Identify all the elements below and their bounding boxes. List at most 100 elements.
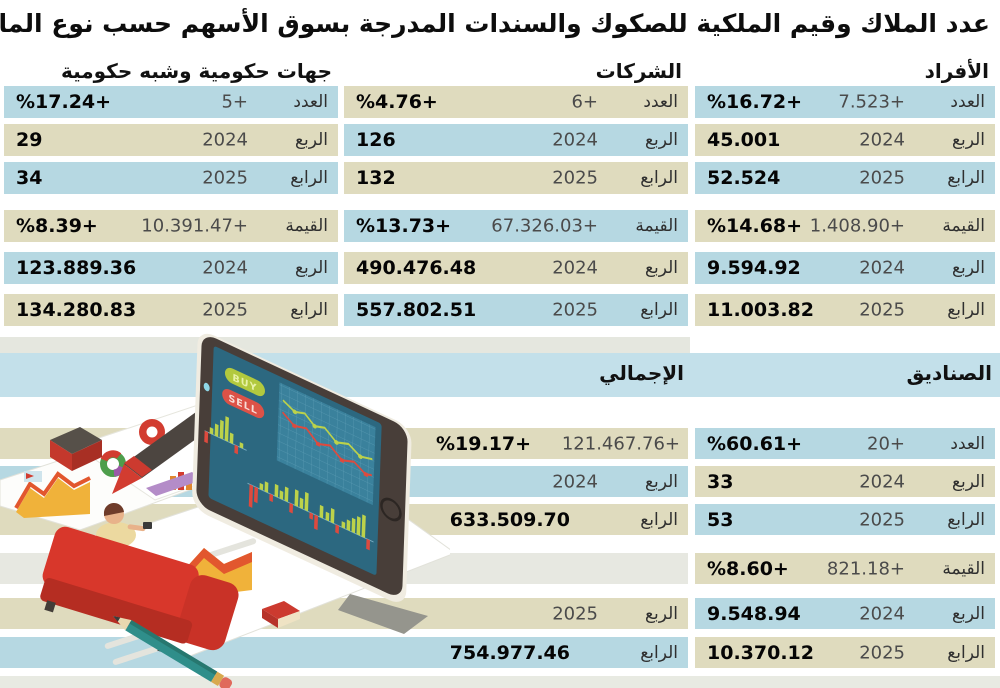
row-value: 45.001 [707, 129, 781, 151]
person-hair [103, 502, 124, 516]
table-row: الرابع 2025 557.802.51 [344, 294, 688, 326]
table-row: العدد 7.523+ %16.72+ [695, 86, 995, 118]
divider-stripe [0, 337, 690, 353]
volume-bars-graphic [204, 416, 374, 551]
row-label: الرابع [640, 168, 678, 188]
row-year: 2024 [859, 603, 905, 624]
row-pct: %13.73+ [356, 215, 452, 237]
table-row: الرابع 2025 34 [4, 162, 338, 194]
table-row: الرابع 2025 10.370.12 [695, 637, 995, 668]
table-row: القيمة 821.18+ %8.60+ [695, 553, 995, 584]
row-year: 2025 [202, 299, 248, 321]
row-pct: %17.24+ [16, 91, 112, 113]
row-year: 2024 [859, 129, 905, 151]
row-year: 2024 [202, 129, 248, 151]
row-pct: %4.76+ [356, 91, 438, 113]
table-row: القيمة 1.408.90+ %14.68+ [695, 210, 995, 242]
row-label: الرابع [290, 168, 328, 188]
row-change: 20+ [867, 433, 905, 454]
row-year: 2025 [552, 603, 598, 624]
table-row: العدد 6+ %4.76+ [344, 86, 688, 118]
marker-pen-graphic [112, 412, 214, 494]
remote-control [143, 522, 152, 529]
row-label: العدد [950, 92, 985, 112]
table-row: العدد 5+ %17.24+ [4, 86, 338, 118]
row-change: 1.408.90+ [809, 215, 905, 237]
table-row: الربع 2024 29 [4, 124, 338, 156]
price-line-chart-graphic [276, 382, 376, 506]
row-label: الربع [644, 603, 678, 624]
footer-stripe [0, 676, 1000, 688]
tablet-base-shadow [338, 594, 428, 634]
section-funds: العدد 20+ %60.61+ الربع 2024 33 الرابع 2… [695, 0, 995, 688]
camera-dot-icon [203, 382, 210, 392]
row-label: القيمة [635, 216, 678, 236]
eraser-graphic [50, 427, 102, 471]
row-year: 2024 [552, 471, 598, 492]
row-label: الرابع [640, 509, 678, 530]
row-year: 2024 [859, 257, 905, 279]
row-pct: %60.61+ [707, 432, 803, 455]
row-label: القيمة [942, 558, 985, 579]
row-change: 7.523+ [838, 91, 905, 113]
row-label: العدد [293, 92, 328, 112]
row-label: الرابع [947, 509, 985, 530]
row-value: 633.509.70 [449, 508, 570, 531]
market-illustration: BUY SELL [0, 333, 450, 688]
row-label: الرابع [640, 642, 678, 663]
row-year: 2025 [552, 299, 598, 321]
row-change: 67.326.03+ [491, 215, 598, 237]
home-button-icon [380, 497, 402, 522]
row-label: العدد [950, 433, 985, 454]
row-year: 2025 [859, 167, 905, 189]
row-year: 2025 [859, 509, 905, 530]
row-value: 33 [707, 470, 734, 493]
row-year: 2024 [859, 471, 905, 492]
table-row: القيمة 10.391.47+ %8.39+ [4, 210, 338, 242]
table-row: الربع 2024 9.548.94 [695, 598, 995, 629]
donut-chart-graphic [100, 419, 165, 477]
row-label: الرابع [290, 300, 328, 320]
pencil-graphic [113, 616, 233, 688]
row-year: 2024 [202, 257, 248, 279]
row-label: الربع [951, 258, 985, 278]
row-change: 10.391.47+ [141, 215, 248, 237]
row-value: 9.548.94 [707, 602, 801, 625]
row-change: 821.18+ [826, 558, 905, 579]
row-year: 2025 [202, 167, 248, 189]
row-value: 557.802.51 [356, 299, 477, 321]
row-label: الربع [644, 130, 678, 150]
row-year: 2025 [552, 167, 598, 189]
row-value: 10.370.12 [707, 641, 814, 664]
row-label: القيمة [285, 216, 328, 236]
person-arm [127, 524, 146, 532]
row-value: 11.003.82 [707, 299, 814, 321]
row-label: الرابع [947, 642, 985, 663]
row-year: 2024 [552, 129, 598, 151]
section-header-government: جهات حكومية وشبه حكومية [60, 59, 332, 83]
table-row: الرابع 2025 53 [695, 504, 995, 535]
page-title: عدد الملاك وقيم الملكية للصكوك والسندات … [0, 9, 990, 38]
section-header-total: الإجمالي [599, 361, 684, 385]
row-pct: %14.68+ [707, 215, 803, 237]
row-label: الربع [294, 130, 328, 150]
row-year: 2025 [859, 299, 905, 321]
row-change: 5+ [221, 91, 248, 113]
section-header-funds: الصناديق [906, 361, 992, 385]
row-label: الرابع [947, 300, 985, 320]
book-graphic [262, 601, 300, 628]
mini-bar-chart-graphic [146, 472, 202, 496]
row-value: 53 [707, 508, 734, 531]
table-row: القيمة 67.326.03+ %13.73+ [344, 210, 688, 242]
table-row: الربع 2024 123.889.36 [4, 252, 338, 284]
table-row: الرابع 2025 134.280.83 [4, 294, 338, 326]
total-change: 121.467.76+ [561, 433, 680, 454]
section-government: جهات حكومية وشبه حكومية العدد 5+ %17.24+… [4, 0, 338, 688]
row-pct: %16.72+ [707, 91, 803, 113]
row-label: الربع [951, 603, 985, 624]
row-value: 132 [356, 167, 396, 189]
row-change: 6+ [571, 91, 598, 113]
row-label: العدد [643, 92, 678, 112]
row-value: 754.977.46 [449, 641, 570, 664]
total-pct: %19.17+ [436, 432, 532, 455]
